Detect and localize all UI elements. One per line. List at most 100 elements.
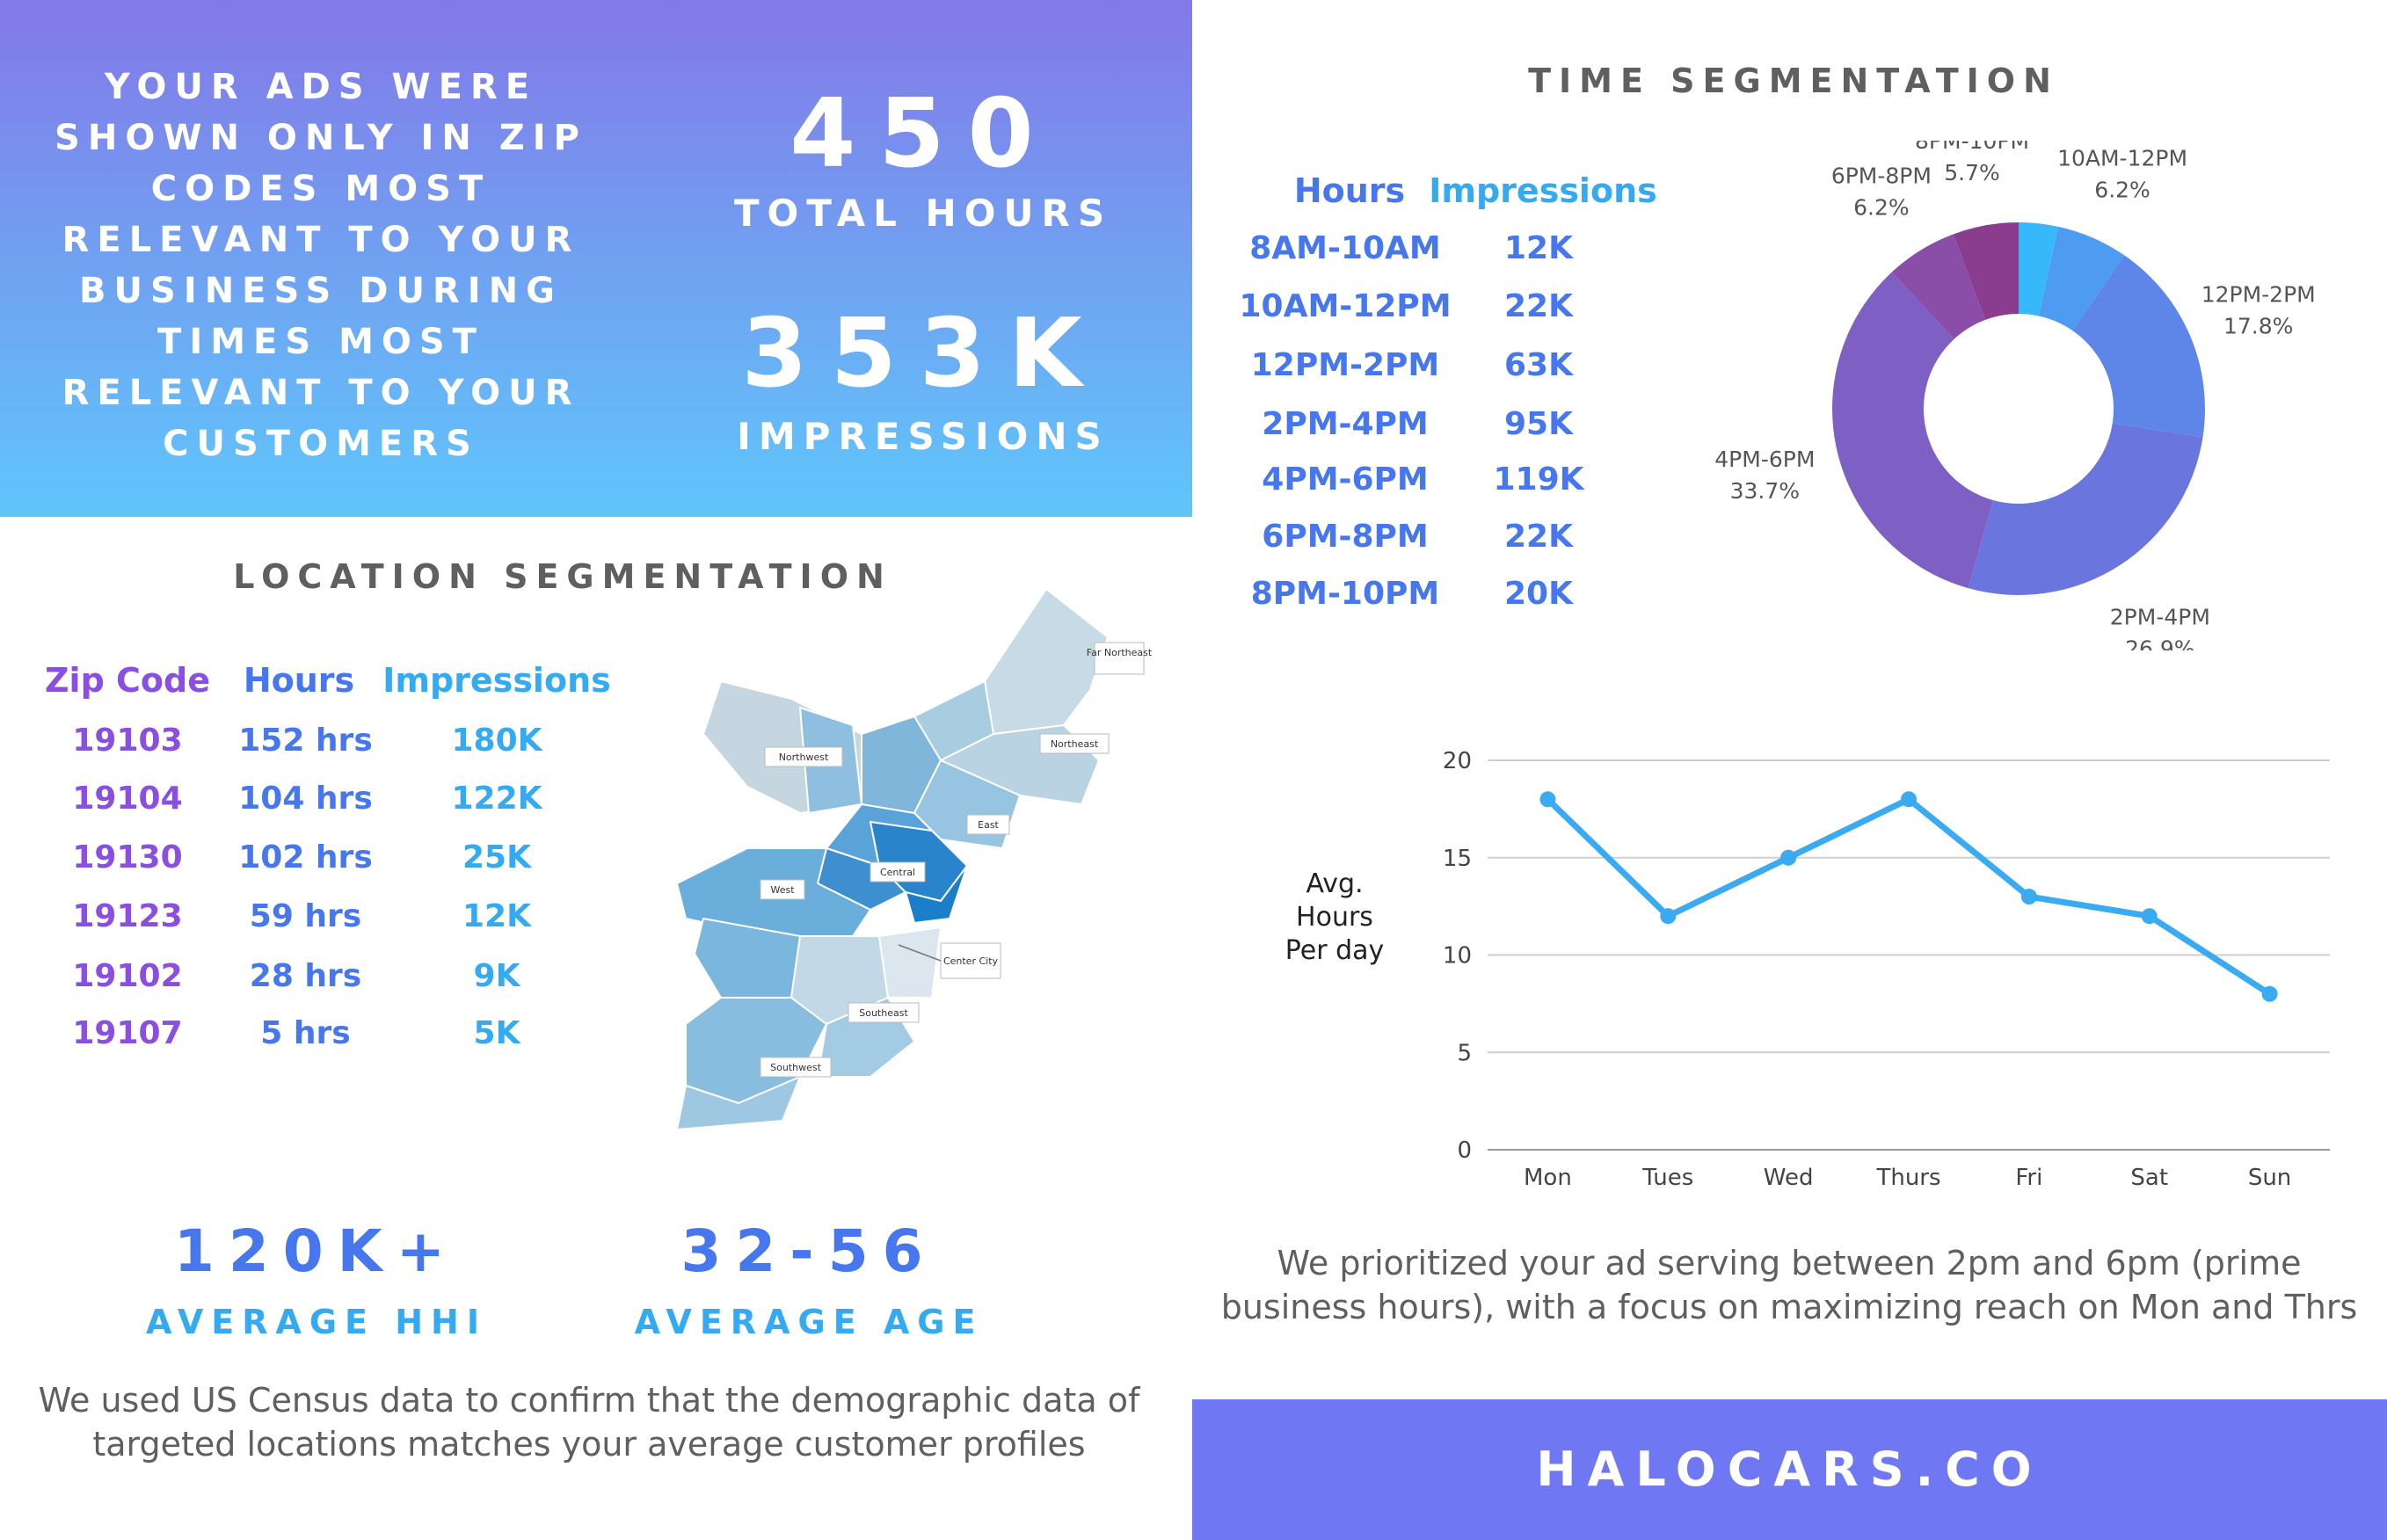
hours-cell: 59 hrs xyxy=(249,898,362,934)
donut-slice-value: 17.8% xyxy=(2223,313,2293,338)
donut-slice-label: 6PM-8PM xyxy=(1831,163,1932,188)
location-header-impressions: Impressions xyxy=(382,661,611,700)
y-tick-label: 10 xyxy=(1443,943,1472,970)
hero-message: YOUR ADS WERE SHOWN ONLY IN ZIP CODES MO… xyxy=(55,67,587,464)
y-tick-label: 0 xyxy=(1457,1137,1472,1164)
time-impressions-cell: 95K xyxy=(1504,406,1573,442)
time-slot-cell: 6PM-8PM xyxy=(1262,519,1429,555)
map-label: West xyxy=(770,884,795,896)
time-impressions-cell: 22K xyxy=(1504,519,1573,555)
donut-slice-value: 6.2% xyxy=(2094,177,2150,202)
hours-cell: 28 hrs xyxy=(249,958,362,994)
philadelphia-map: Far Northeast Northwest Northeast East C… xyxy=(676,588,1153,1130)
data-point xyxy=(2020,889,2037,905)
total-hours-label: TOTAL HOURS xyxy=(733,192,1113,235)
location-title: LOCATION SEGMENTATION xyxy=(233,557,892,596)
series-line xyxy=(1545,795,2272,997)
time-slot-cell: 10AM-12PM xyxy=(1239,288,1452,324)
map-label: East xyxy=(978,819,999,831)
hours-cell: 5 hrs xyxy=(260,1015,351,1051)
map-label: Center City xyxy=(943,955,999,967)
zip-cell: 19103 xyxy=(72,723,183,759)
map-region xyxy=(905,865,968,924)
impressions-cell: 180K xyxy=(451,723,542,759)
data-point xyxy=(2141,908,2158,925)
data-point xyxy=(1660,908,1677,925)
x-tick-label: Tues xyxy=(1641,1165,1693,1187)
hours-cell: 102 hrs xyxy=(238,839,373,875)
donut-slice xyxy=(1891,234,1986,339)
map-label: Northwest xyxy=(779,752,829,763)
y-tick-label: 20 xyxy=(1443,748,1472,774)
brand-link[interactable]: HALOCARS.CO xyxy=(1536,1442,2043,1497)
map-label: Far Northeast xyxy=(1087,647,1153,658)
donut-slice xyxy=(1953,222,2019,320)
donut-slice xyxy=(2019,222,2058,316)
impressions-cell: 122K xyxy=(451,781,542,817)
x-tick-label: Fri xyxy=(2015,1165,2042,1187)
map-label: Southwest xyxy=(770,1062,821,1073)
map-region xyxy=(676,1076,801,1130)
donut-slice-label: 10AM-12PM xyxy=(2057,145,2187,171)
hhi-label: AVERAGE HHI xyxy=(146,1303,487,1341)
footer-bar xyxy=(1192,1399,2387,1540)
time-title: TIME SEGMENTATION xyxy=(1528,62,2059,100)
donut-slice-value: 26.9% xyxy=(2125,636,2194,650)
time-impressions-cell: 63K xyxy=(1504,347,1573,383)
map-region xyxy=(685,997,827,1104)
time-header-impressions: Impressions xyxy=(1429,171,1657,210)
zip-cell: 19123 xyxy=(72,898,183,934)
donut-slice-label: 4PM-6PM xyxy=(1714,447,1815,472)
donut-slice xyxy=(1968,423,2203,596)
time-slot-cell: 4PM-6PM xyxy=(1262,461,1429,498)
impressions-cell: 5K xyxy=(473,1015,520,1051)
zip-cell: 19107 xyxy=(72,1015,183,1051)
demographics-note: We used US Census data to confirm that t… xyxy=(38,1381,1140,1464)
time-slot-cell: 8AM-10AM xyxy=(1249,230,1441,266)
impressions-label: IMPRESSIONS xyxy=(737,415,1110,458)
time-note: We prioritized your ad serving between 2… xyxy=(1220,1244,2358,1326)
time-slot-cell: 2PM-4PM xyxy=(1262,406,1429,442)
y-tick-label: 15 xyxy=(1443,846,1472,872)
map-label: Central xyxy=(880,867,915,878)
zip-cell: 19102 xyxy=(72,958,183,994)
time-header-hours: Hours xyxy=(1293,171,1406,210)
time-impressions-cell: 119K xyxy=(1493,461,1584,498)
x-tick-label: Mon xyxy=(1524,1165,1572,1187)
age-label: AVERAGE AGE xyxy=(634,1303,984,1341)
impressions-cell: 12K xyxy=(462,898,531,934)
hero-banner xyxy=(0,0,1192,517)
hhi-value: 120K+ xyxy=(173,1217,460,1285)
data-point xyxy=(1780,849,1797,866)
impressions-value: 353K xyxy=(741,299,1105,409)
time-donut-chart: 10AM-12PM 6.2% 12PM-2PM 17.8% 2PM-4PM 26.9% 4P… xyxy=(1714,141,2316,650)
time-impressions-cell: 22K xyxy=(1504,288,1573,324)
time-slot-cell: 12PM-2PM xyxy=(1250,347,1440,383)
donut-slice-value: 6.2% xyxy=(1853,194,1910,220)
map-label: Northeast xyxy=(1051,738,1099,750)
zip-cell: 19130 xyxy=(72,839,183,875)
donut-slice xyxy=(1832,272,1993,589)
zip-cell: 19104 xyxy=(72,781,183,817)
impressions-cell: 9K xyxy=(473,958,520,994)
x-tick-label: Sun xyxy=(2248,1165,2291,1187)
donut-slice xyxy=(2072,255,2205,438)
age-value: 32-56 xyxy=(680,1217,937,1285)
y-axis-label: Avg. Hours Per day xyxy=(1285,868,1385,966)
location-header-hours: Hours xyxy=(243,661,355,700)
time-slot-cell: 8PM-10PM xyxy=(1250,576,1440,612)
map-region xyxy=(984,588,1109,735)
donut-slice-label: 12PM-2PM xyxy=(2201,281,2316,307)
data-point xyxy=(2261,985,2278,1002)
donut-slice-value: 33.7% xyxy=(1730,478,1800,504)
donut-slice-label: 8PM-10PM xyxy=(1915,141,2029,154)
location-header-zip: Zip Code xyxy=(45,661,210,700)
avg-hours-line-chart: Avg. Hours Per day 0 5 10 15 20 Mon Tues Wed Thurs… xyxy=(1285,748,2330,1187)
y-tick-label: 5 xyxy=(1457,1040,1472,1066)
impressions-cell: 25K xyxy=(462,839,531,875)
x-tick-label: Sat xyxy=(2130,1165,2168,1187)
x-tick-label: Thurs xyxy=(1875,1165,1940,1187)
hours-cell: 104 hrs xyxy=(238,781,373,817)
x-tick-label: Wed xyxy=(1764,1165,1814,1187)
data-point xyxy=(1901,791,1917,808)
